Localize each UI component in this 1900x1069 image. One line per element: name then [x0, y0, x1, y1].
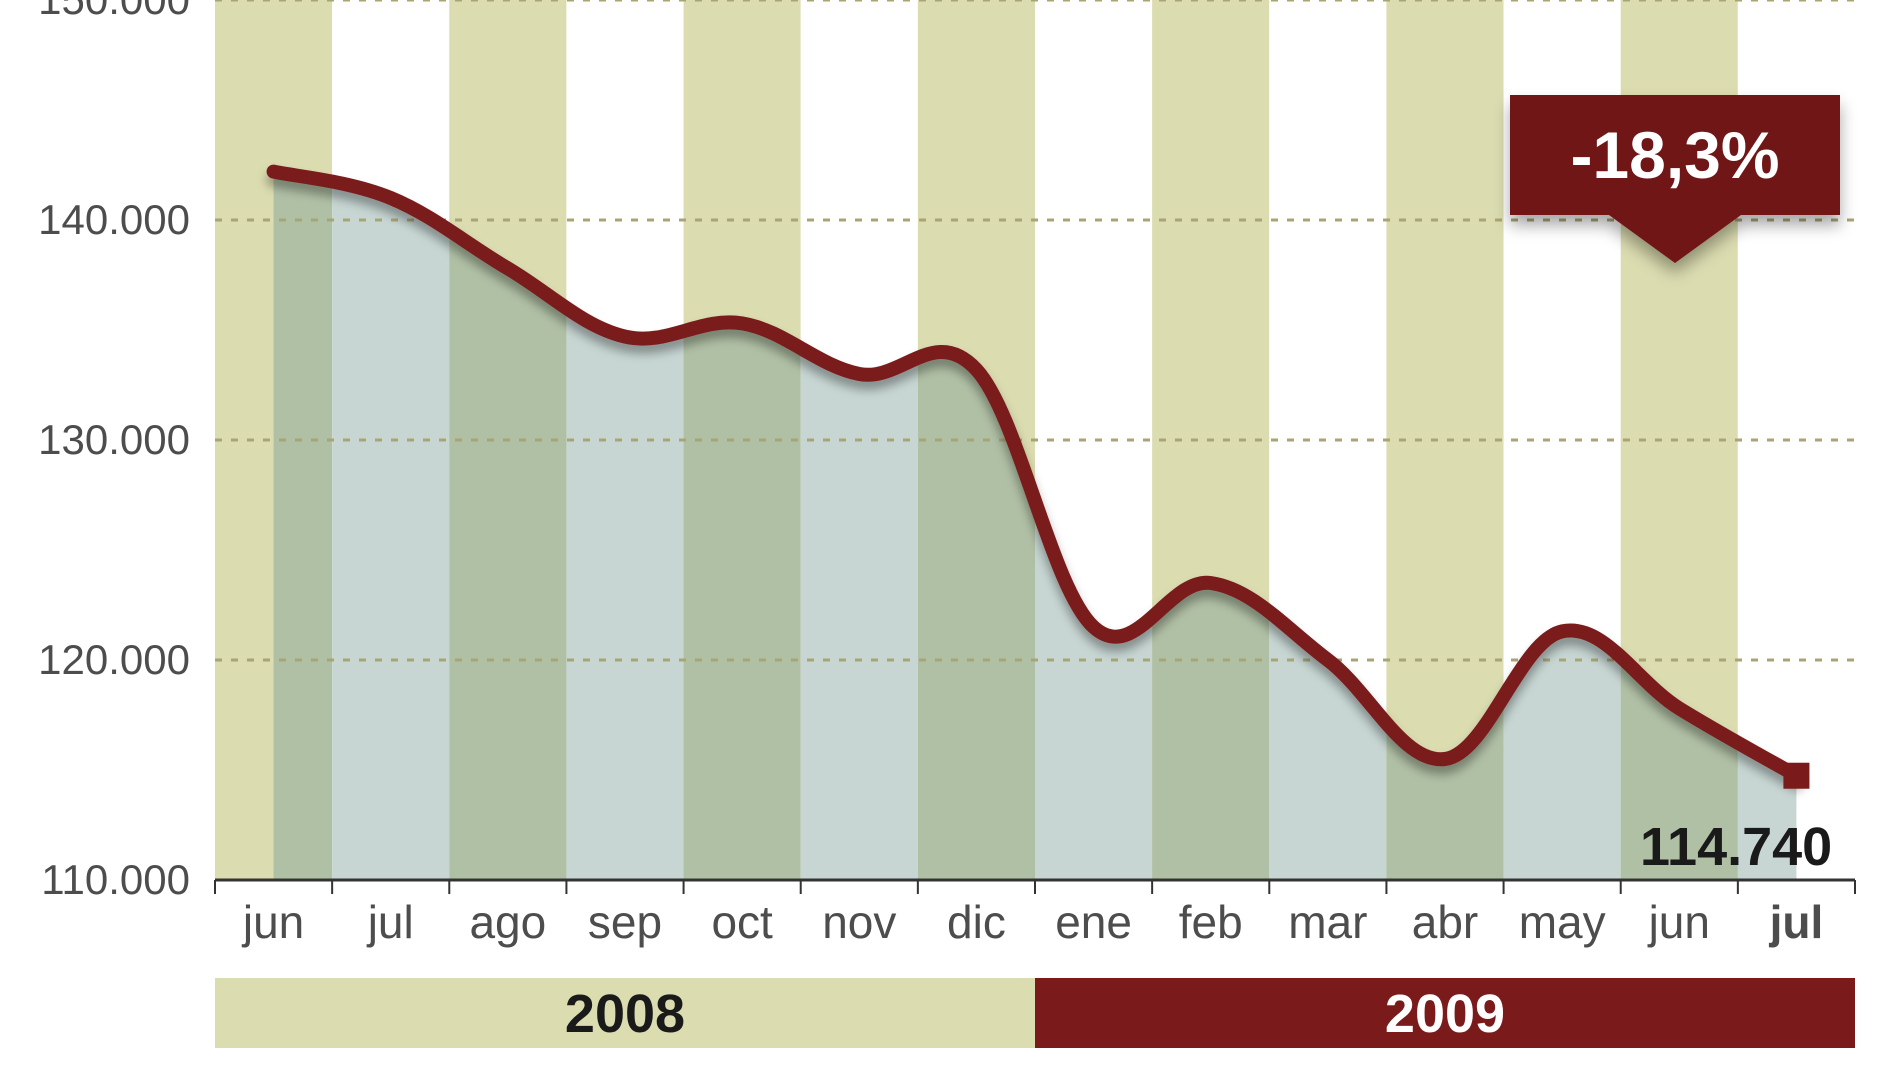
x-tick-label: jul: [366, 896, 414, 948]
chart-svg: 110.000 120.000 130.000 140.000 150.000 jun ju…: [0, 0, 1900, 1069]
end-marker: [1783, 763, 1809, 789]
y-tick-label: 140.000: [38, 196, 190, 243]
year-band-label: 2008: [565, 984, 685, 1044]
x-tick-label: abr: [1412, 896, 1478, 948]
y-tick-label: 150.000: [38, 0, 190, 23]
x-tick-label: oct: [711, 896, 773, 948]
y-tick-label: 130.000: [38, 416, 190, 463]
x-tick-label: jul: [1769, 896, 1824, 948]
x-tick-label: feb: [1179, 896, 1243, 948]
x-tick-label: sep: [588, 896, 662, 948]
callout-text: -18,3%: [1570, 118, 1779, 192]
x-tick-label: dic: [947, 896, 1006, 948]
x-tick-label: nov: [822, 896, 896, 948]
x-tick-label: mar: [1288, 896, 1367, 948]
year-band-label: 2009: [1385, 984, 1505, 1044]
x-tick-label: may: [1519, 896, 1606, 948]
x-tick-label: jun: [1647, 896, 1710, 948]
y-tick-label: 110.000: [41, 856, 190, 903]
end-value-label: 114.740: [1640, 817, 1832, 877]
x-tick-label: ene: [1055, 896, 1132, 948]
x-tick-label: jun: [241, 896, 304, 948]
x-tick-label: ago: [469, 896, 546, 948]
y-tick-label: 120.000: [38, 636, 190, 683]
